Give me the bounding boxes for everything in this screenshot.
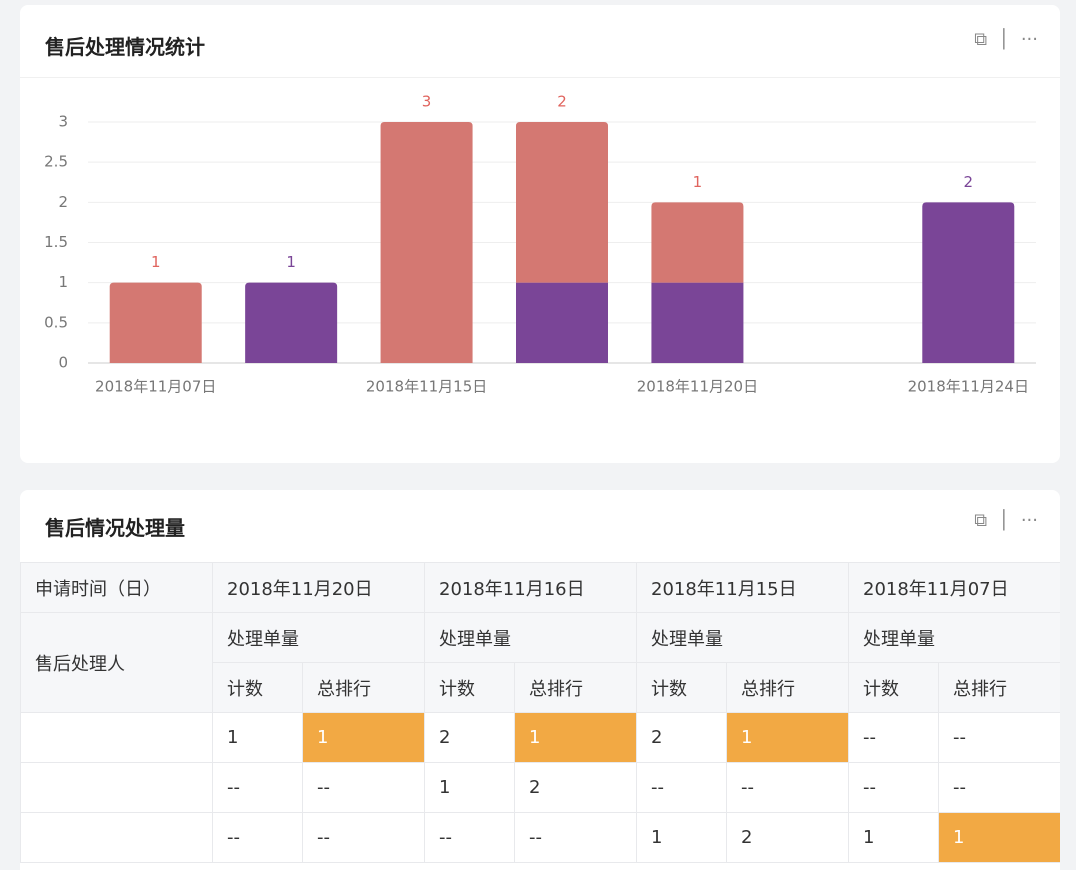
table-cell: 2018年11月07日 [848,562,1060,613]
y-tick-label: 1 [58,273,68,291]
table-cell [20,712,213,763]
table-cell: -- [726,762,849,813]
table-cell: 2018年11月20日 [212,562,425,613]
table-row: -- -- -- -- 1 2 1 1 [20,812,1060,863]
table-cell: -- [938,762,1060,813]
table-cell: 总排行 [514,662,637,713]
table-cell: -- [302,762,425,813]
table-cell: -- [212,812,303,863]
y-tick-label: 3 [58,113,68,131]
data-table: 申请时间（日） 2018年11月20日 2018年11月16日 2018年11月15日… [20,562,1060,863]
bar-segment [516,282,608,363]
table-cell: -- [636,762,727,813]
table-cell: -- [514,812,637,863]
table-cell: 1 [514,712,637,763]
table-cell: 1 [636,812,727,863]
table-cell: 总排行 [938,662,1060,713]
table-cell: -- [848,762,939,813]
bar-segment [245,282,338,363]
table-cell: 1 [424,762,515,813]
bar-segment [380,122,473,363]
table-row: 1 1 2 1 2 1 -- -- [20,712,1060,763]
card-title: 售后情况处理量 [45,516,185,540]
x-tick-label: 2018年11月15日 [366,378,487,396]
table-cell: 2 [636,712,727,763]
x-tick-label: 2018年11月24日 [908,378,1029,396]
table-row: 售后处理人 处理单量 处理单量 处理单量 处理单量 [20,612,1060,713]
y-tick-label: 0 [58,354,68,372]
y-tick-label: 2.5 [44,153,68,171]
table-cell: 计数 [424,662,515,713]
table-cell: -- [938,712,1060,763]
data-label: 1 [286,253,296,271]
table-cell: 1 [212,712,303,763]
table-cell: 计数 [848,662,939,713]
table-cell: 计数 [212,662,303,713]
card-actions[interactable]: ⧉ │ ··· [974,29,1038,50]
card-title: 售后处理情况统计 [45,35,205,59]
table-cell: 总排行 [726,662,849,713]
table-cell: -- [212,762,303,813]
data-label: 3 [422,93,432,111]
table-cell: 售后处理人 [20,612,213,713]
table-cell: 申请时间（日） [20,562,213,613]
table-cell: 2 [424,712,515,763]
x-tick-label: 2018年11月20日 [637,378,758,396]
table-cell: 1 [302,712,425,763]
divider [20,77,1060,78]
table-card: 售后情况处理量 ⧉ │ ··· 申请时间（日） 2018年11月20日 2018年1… [20,490,1060,870]
table-cell: 处理单量 [212,612,425,663]
bar-segment [516,122,608,283]
y-tick-label: 2 [58,193,68,211]
table-cell: 总排行 [302,662,425,713]
table-cell: 2018年11月16日 [424,562,637,613]
y-tick-label: 1.5 [44,233,68,251]
bar-segment [651,202,744,283]
card-actions[interactable]: ⧉ │ ··· [974,510,1038,531]
table-cell: 1 [938,812,1060,863]
table-cell: -- [848,712,939,763]
table-cell: -- [302,812,425,863]
table-cell: 计数 [636,662,727,713]
data-label: 2 [557,93,567,111]
table-cell [20,812,213,863]
table-cell: 1 [726,712,849,763]
table-cell: 1 [848,812,939,863]
table-row: -- -- 1 2 -- -- -- -- [20,762,1060,813]
table-row: 申请时间（日） 2018年11月20日 2018年11月16日 2018年11月15日… [20,562,1060,613]
chart: 0 0.5 1 1.5 2 2.5 3 2018年11月07日 1 1 2018年11月15日 3 1 2… [44,93,1036,396]
table-row: 计数 总排行 计数 总排行 计数 总排行 计数 总排行 [21,662,1060,713]
bar-segment [922,202,1015,363]
data-label: 1 [693,173,703,191]
data-label: 2 [964,173,974,191]
table-cell: 2 [514,762,637,813]
table-cell [20,762,213,813]
table-cell: 2 [726,812,849,863]
data-label: 1 [151,253,161,271]
chart-card: 售后处理情况统计 ⧉ │ ··· 0 0.5 1 1.5 2 2.5 3 2018年11月07… [20,5,1060,463]
table-cell: 处理单量 [636,612,849,663]
table-cell: 处理单量 [424,612,637,663]
table-cell: 2018年11月15日 [636,562,849,613]
x-tick-label: 2018年11月07日 [95,378,216,396]
y-tick-label: 0.5 [44,313,68,331]
bar-segment [109,282,202,363]
table-cell: -- [424,812,515,863]
bar-segment [651,282,744,363]
table-cell: 处理单量 [848,612,1060,663]
